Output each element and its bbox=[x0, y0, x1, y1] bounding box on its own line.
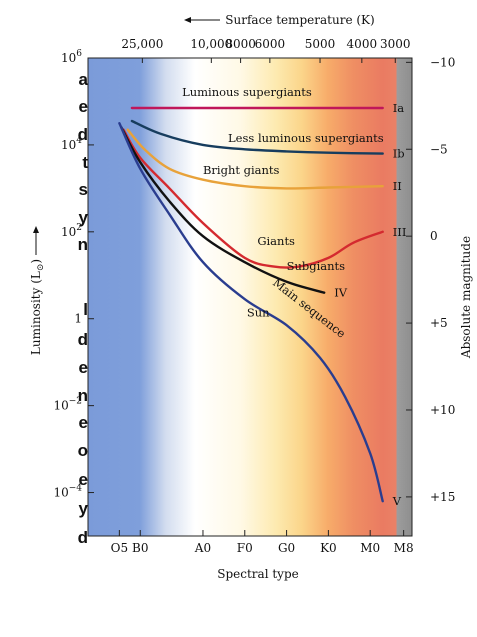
y-tick-label: 10−4 bbox=[53, 484, 82, 500]
plot-frame bbox=[87, 57, 413, 537]
series-line-subgiants bbox=[120, 126, 326, 294]
margin-text-fragment: n bbox=[77, 235, 88, 254]
luminosity-class-label: V bbox=[392, 494, 402, 508]
x-tick-label: A0 bbox=[194, 541, 211, 555]
curve-annotation: Subgiants bbox=[287, 259, 346, 273]
x-tick-label: K0 bbox=[320, 541, 337, 555]
margin-text-fragment: e bbox=[78, 470, 88, 489]
top-tick-label: 25,000 bbox=[121, 37, 163, 51]
y-axis-label: Luminosity (L⊙) bbox=[29, 259, 46, 355]
luminosity-class-label: II bbox=[393, 179, 402, 193]
x-tick-label: M8 bbox=[394, 541, 414, 555]
luminosity-class-label: III bbox=[393, 225, 407, 239]
curve-annotation: Sun bbox=[247, 306, 270, 320]
y-tick-label: 10−2 bbox=[53, 397, 82, 413]
x-axis-label: Spectral type bbox=[217, 567, 298, 581]
top-tick-label: 6000 bbox=[255, 37, 286, 51]
right-tick-label: 0 bbox=[430, 229, 438, 243]
margin-text-fragment: t bbox=[82, 153, 88, 172]
margin-text-fragment: e bbox=[78, 413, 88, 432]
y-tick-label: 104 bbox=[61, 136, 82, 152]
margin-text-fragment: a bbox=[78, 70, 88, 89]
right-tick-label: +10 bbox=[430, 403, 455, 417]
right-tick-label: −5 bbox=[430, 142, 448, 156]
luminosity-class-label: Ib bbox=[393, 147, 405, 161]
curve-annotation: Giants bbox=[257, 234, 295, 248]
margin-text-fragment: e bbox=[78, 97, 88, 116]
y-axis-arrowhead bbox=[33, 226, 39, 233]
y-tick-label: 102 bbox=[61, 223, 82, 239]
x-tick-label: M0 bbox=[360, 541, 380, 555]
y-tick-label: 106 bbox=[61, 49, 82, 65]
right-tick-label: +15 bbox=[430, 490, 455, 504]
x-tick-label: F0 bbox=[237, 541, 253, 555]
margin-text-fragment: d bbox=[77, 125, 88, 144]
y-tick-label: 1 bbox=[74, 312, 82, 326]
top-tick-label: 5000 bbox=[305, 37, 336, 51]
top-tick-label: 4000 bbox=[347, 37, 378, 51]
x-tick-label: O5 bbox=[111, 541, 128, 555]
series-line-less-luminous-supergiants bbox=[130, 119, 384, 155]
series-line-main-sequence bbox=[118, 122, 384, 503]
top-tick-label: 3000 bbox=[380, 37, 411, 51]
margin-text-fragment: d bbox=[77, 330, 88, 349]
series-line-bright-giants bbox=[126, 128, 384, 190]
x-tick-label: G0 bbox=[278, 541, 295, 555]
margin-text-fragment: y bbox=[78, 208, 88, 227]
margin-text-fragment: l bbox=[83, 300, 88, 319]
x-tick-label: B0 bbox=[132, 541, 148, 555]
curve-annotation: Bright giants bbox=[203, 163, 280, 177]
spectrum-background bbox=[88, 58, 412, 536]
right-axis-label: Absolute magnitude bbox=[459, 236, 473, 359]
margin-text-fragment: d bbox=[77, 528, 88, 547]
right-tick-label: −10 bbox=[430, 55, 455, 69]
margin-text-fragment: o bbox=[77, 441, 88, 460]
margin-text-fragment: n bbox=[77, 386, 88, 405]
luminosity-class-label: IV bbox=[334, 286, 348, 300]
top-axis-arrowhead bbox=[184, 17, 191, 23]
curve-annotation: Luminous supergiants bbox=[182, 85, 312, 99]
series-line-giants bbox=[122, 128, 384, 269]
top-tick-label: 10,000 bbox=[190, 37, 232, 51]
curve-annotation: Less luminous supergiants bbox=[228, 131, 384, 145]
margin-text-fragment: y bbox=[78, 499, 88, 518]
margin-text-fragment: s bbox=[78, 180, 88, 199]
top-tick-label: 8000 bbox=[225, 37, 256, 51]
right-tick-label: +5 bbox=[430, 316, 448, 330]
margin-text-fragment: e bbox=[78, 358, 88, 377]
top-axis-label: Surface temperature (K) bbox=[225, 13, 374, 27]
luminosity-class-label: Ia bbox=[393, 101, 405, 115]
